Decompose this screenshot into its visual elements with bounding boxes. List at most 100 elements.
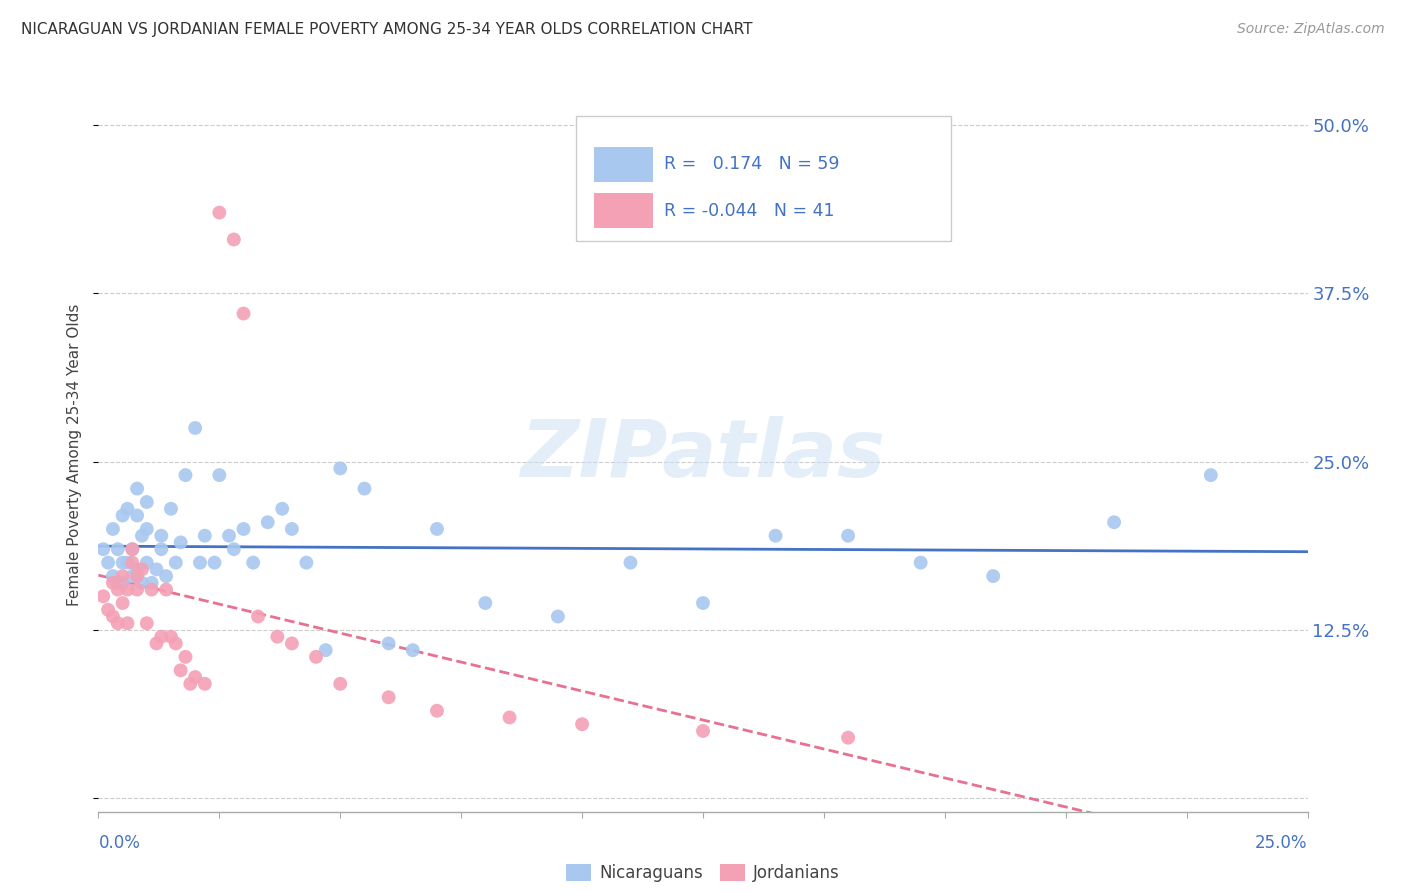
Point xyxy=(117,556,139,570)
Point xyxy=(121,569,143,583)
Point xyxy=(97,603,120,617)
Text: ZIPatlas: ZIPatlas xyxy=(520,416,886,494)
Point xyxy=(135,556,157,570)
Point xyxy=(169,535,191,549)
Point xyxy=(131,562,153,576)
Point xyxy=(910,556,932,570)
Point xyxy=(765,529,787,543)
Point xyxy=(232,522,254,536)
Point xyxy=(222,232,245,246)
Point xyxy=(281,636,304,650)
Point xyxy=(107,575,129,590)
Legend: Nicaraguans, Jordanians: Nicaraguans, Jordanians xyxy=(560,857,846,889)
Point xyxy=(474,596,496,610)
Point xyxy=(107,582,129,597)
Point xyxy=(145,562,167,576)
Point xyxy=(165,636,187,650)
Point xyxy=(547,609,569,624)
Point xyxy=(242,556,264,570)
Point xyxy=(111,575,134,590)
Point xyxy=(91,589,114,603)
FancyBboxPatch shape xyxy=(595,193,654,228)
Point xyxy=(127,562,149,576)
Point xyxy=(837,529,859,543)
Point xyxy=(107,542,129,557)
Point xyxy=(91,542,114,557)
Point xyxy=(184,670,207,684)
Point xyxy=(117,616,139,631)
Point xyxy=(101,569,124,583)
Point xyxy=(97,556,120,570)
Point xyxy=(121,556,143,570)
Point xyxy=(194,677,217,691)
Text: R = -0.044   N = 41: R = -0.044 N = 41 xyxy=(664,202,835,219)
Point xyxy=(184,421,207,435)
FancyBboxPatch shape xyxy=(576,116,950,241)
Point xyxy=(150,529,173,543)
Point xyxy=(692,723,714,738)
Point xyxy=(402,643,425,657)
Text: Source: ZipAtlas.com: Source: ZipAtlas.com xyxy=(1237,22,1385,37)
Point xyxy=(498,710,520,724)
Point xyxy=(619,556,641,570)
Point xyxy=(111,508,134,523)
Point xyxy=(117,501,139,516)
Point xyxy=(127,508,149,523)
Point xyxy=(174,468,197,483)
Point xyxy=(150,630,173,644)
Text: R =   0.174   N = 59: R = 0.174 N = 59 xyxy=(664,155,839,173)
Point xyxy=(101,609,124,624)
Point xyxy=(426,704,449,718)
Point xyxy=(377,636,399,650)
Point xyxy=(101,522,124,536)
Point xyxy=(837,731,859,745)
Point xyxy=(194,529,217,543)
Point xyxy=(353,482,375,496)
Point xyxy=(315,643,337,657)
Y-axis label: Female Poverty Among 25-34 Year Olds: Female Poverty Among 25-34 Year Olds xyxy=(67,304,83,606)
Point xyxy=(188,556,211,570)
Point xyxy=(305,649,328,664)
Point xyxy=(107,616,129,631)
Point xyxy=(101,575,124,590)
Point xyxy=(174,649,197,664)
Point xyxy=(377,690,399,705)
Point xyxy=(121,542,143,557)
Point xyxy=(150,542,173,557)
Point xyxy=(111,556,134,570)
Point xyxy=(135,522,157,536)
Point xyxy=(271,501,294,516)
Point xyxy=(111,569,134,583)
Point xyxy=(165,556,187,570)
Point xyxy=(204,556,226,570)
Point xyxy=(329,461,352,475)
Point xyxy=(135,616,157,631)
Point xyxy=(179,677,201,691)
Point xyxy=(266,630,288,644)
Point xyxy=(426,522,449,536)
Point xyxy=(692,596,714,610)
Point xyxy=(141,575,163,590)
Point xyxy=(141,582,163,597)
Point xyxy=(155,582,177,597)
Point xyxy=(981,569,1004,583)
Point xyxy=(1199,468,1222,483)
Point xyxy=(329,677,352,691)
Point xyxy=(117,582,139,597)
Point xyxy=(111,596,134,610)
Point xyxy=(281,522,304,536)
Point xyxy=(208,205,231,219)
Point xyxy=(571,717,593,731)
Point xyxy=(256,515,278,529)
Point xyxy=(160,501,183,516)
Point xyxy=(295,556,318,570)
Text: 25.0%: 25.0% xyxy=(1256,834,1308,852)
Point xyxy=(121,542,143,557)
Point xyxy=(155,569,177,583)
Text: 0.0%: 0.0% xyxy=(98,834,141,852)
Point xyxy=(135,495,157,509)
Point xyxy=(127,482,149,496)
Point xyxy=(169,664,191,678)
Point xyxy=(127,569,149,583)
Point xyxy=(145,636,167,650)
